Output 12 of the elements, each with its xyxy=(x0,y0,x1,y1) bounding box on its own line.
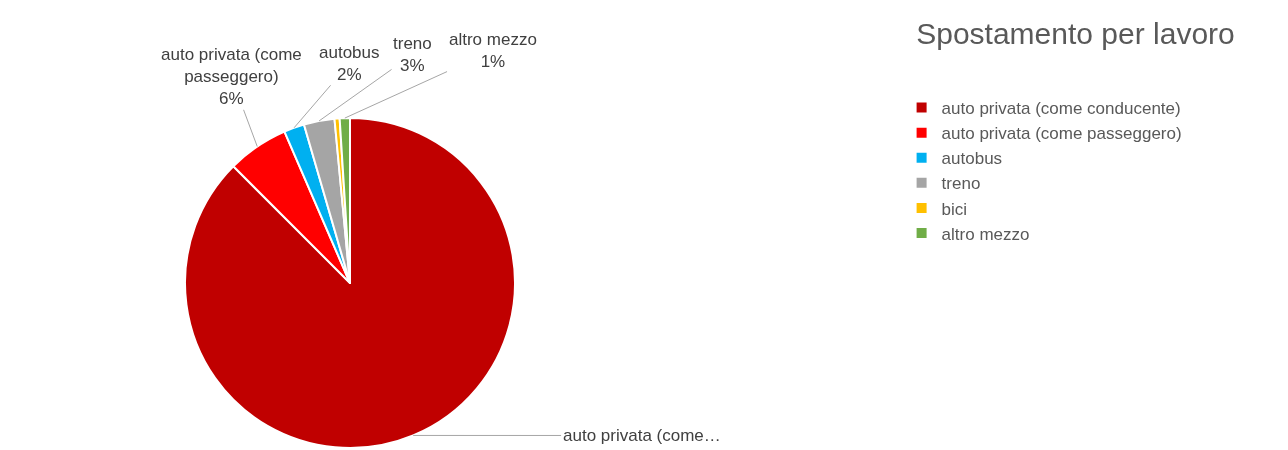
data-label: autobus 2% xyxy=(319,43,380,85)
legend-label: altro mezzo xyxy=(941,224,1030,244)
chart-title: Spostamento per lavoro xyxy=(916,16,1235,50)
data-label: treno 3% xyxy=(393,34,432,76)
legend-label: treno xyxy=(941,174,981,194)
legend-label: autobus xyxy=(941,149,1003,169)
legend-label: bici xyxy=(941,199,968,219)
data-label: altro mezzo 1% xyxy=(449,30,537,72)
data-label: auto privata (come passeggero) 6% xyxy=(161,45,302,109)
data-label: auto privata (come… xyxy=(563,426,721,445)
legend-label: auto privata (come conducente) xyxy=(941,99,1181,119)
legend-label: auto privata (come passeggero) xyxy=(941,124,1182,144)
